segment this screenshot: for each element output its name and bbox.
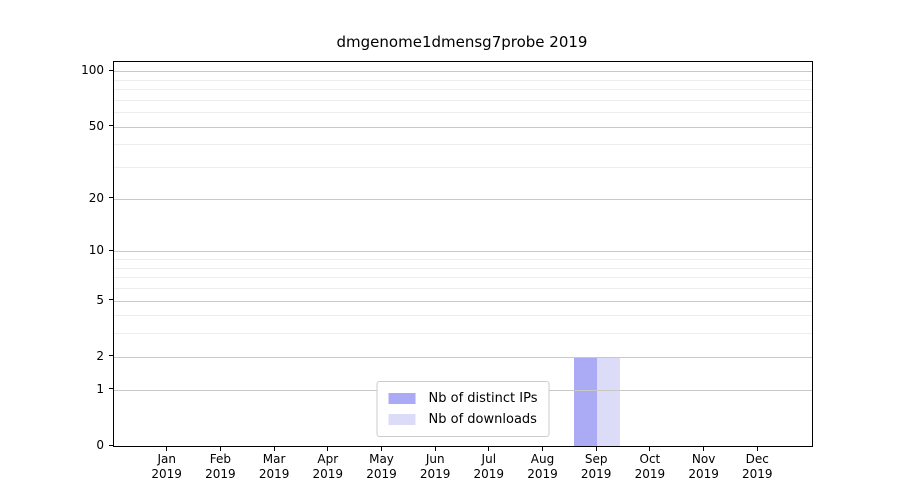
x-tick-year: 2019	[580, 467, 612, 481]
x-tick-year: 2019	[742, 467, 773, 481]
y-tick-label: 10	[88, 243, 104, 258]
y-tick-mark	[109, 249, 113, 251]
x-tick-year: 2019	[527, 467, 558, 481]
x-tick-month: Dec	[745, 452, 769, 466]
y-tick-label: 20	[88, 190, 104, 205]
x-tick-mark	[381, 447, 382, 451]
x-tick-year: 2019	[312, 467, 344, 481]
x-tick-month: Sep	[584, 452, 608, 466]
legend: Nb of distinct IPs Nb of downloads	[376, 381, 550, 437]
y-tick-label: 50	[88, 118, 104, 133]
x-tick-month: Feb	[209, 452, 232, 466]
x-tick-label: Mar 2019	[242, 452, 306, 482]
y-tick-mark	[109, 125, 113, 127]
x-tick-year: 2019	[419, 467, 451, 481]
y-gridline-major	[114, 126, 812, 128]
y-gridline-major	[114, 300, 812, 302]
x-tick-label: Aug 2019	[511, 452, 575, 482]
y-gridline-minor	[114, 89, 812, 90]
x-tick-label: Nov 2019	[672, 452, 736, 482]
x-tick-month: Jan	[157, 452, 176, 466]
x-tick-mark	[273, 447, 275, 451]
y-tick-mark	[109, 299, 113, 300]
y-tick-label: 5	[96, 292, 104, 307]
x-tick-month: Mar	[262, 452, 286, 466]
x-tick-month: Nov	[691, 452, 716, 466]
x-tick-label: Sep 2019	[564, 452, 628, 482]
x-tick-mark	[434, 447, 436, 451]
legend-swatch-downloads	[388, 414, 416, 425]
y-gridline-minor	[114, 287, 812, 289]
y-tick-mark	[109, 355, 113, 357]
y-gridline-major	[114, 198, 812, 200]
legend-label-downloads: Nb of downloads	[428, 412, 537, 427]
x-tick-mark	[542, 447, 543, 451]
x-tick-year: 2019	[634, 467, 666, 481]
x-tick-label: Jan 2019	[135, 452, 199, 482]
x-tick-label: May 2019	[350, 452, 414, 482]
y-gridline-minor	[114, 99, 812, 101]
y-gridline-minor	[114, 267, 812, 269]
plot-area: Nb of distinct IPs Nb of downloads	[113, 61, 813, 447]
x-tick-label: Dec 2019	[725, 452, 789, 482]
x-tick-year: 2019	[151, 467, 182, 481]
x-tick-label: Jul 2019	[457, 452, 521, 482]
y-gridline-minor	[114, 144, 812, 146]
x-tick-month: Oct	[639, 452, 661, 466]
x-tick-year: 2019	[205, 467, 236, 481]
x-tick-year: 2019	[366, 467, 397, 481]
legend-item-distinct-ips: Nb of distinct IPs	[388, 388, 538, 409]
y-tick-label: 2	[96, 348, 104, 363]
legend-swatch-distinct-ips	[388, 393, 416, 404]
y-tick-mark	[109, 444, 113, 446]
y-tick-mark	[109, 69, 113, 71]
x-tick-year: 2019	[688, 467, 719, 481]
x-tick-mark	[327, 447, 329, 451]
x-tick-month: May	[369, 452, 394, 466]
y-gridline-major	[114, 71, 812, 73]
x-tick-year: 2019	[258, 467, 290, 481]
legend-label-distinct-ips: Nb of distinct IPs	[428, 391, 538, 406]
x-tick-month: Apr	[317, 452, 339, 466]
y-tick-mark	[109, 388, 113, 390]
x-tick-mark	[166, 447, 168, 451]
x-tick-label: Apr 2019	[296, 452, 360, 482]
x-tick-year: 2019	[473, 467, 505, 481]
x-tick-mark	[595, 447, 597, 451]
bar-distinct-ips	[574, 356, 598, 446]
y-tick-label: 0	[96, 438, 104, 452]
x-tick-mark	[649, 447, 651, 451]
y-tick-label: 1	[96, 381, 104, 396]
y-gridline-major	[114, 251, 812, 253]
x-tick-label: Feb 2019	[188, 452, 252, 482]
legend-item-downloads: Nb of downloads	[388, 409, 538, 430]
x-tick-mark	[703, 447, 705, 451]
x-tick-label: Jun 2019	[403, 452, 467, 482]
y-gridline-minor	[114, 333, 812, 335]
x-tick-month: Jun	[425, 452, 445, 466]
y-gridline-minor	[114, 315, 812, 317]
y-gridline-minor	[114, 259, 812, 260]
y-tick-label: 100	[81, 63, 104, 78]
x-tick-month: Jul	[481, 452, 497, 466]
y-gridline-minor	[114, 167, 812, 169]
y-gridline-minor	[114, 112, 812, 114]
x-tick-label: Oct 2019	[618, 452, 682, 482]
bar-downloads	[597, 356, 621, 446]
x-tick-mark	[219, 447, 221, 451]
y-gridline-minor	[114, 277, 812, 279]
x-tick-month: Aug	[530, 452, 555, 466]
y-tick-mark	[109, 197, 113, 199]
x-tick-mark	[756, 447, 758, 451]
y-gridline-minor	[114, 79, 812, 81]
chart-title: dmgenome1dmensg7probe 2019	[336, 33, 588, 51]
y-gridline-major	[114, 356, 812, 358]
x-tick-mark	[488, 447, 490, 451]
